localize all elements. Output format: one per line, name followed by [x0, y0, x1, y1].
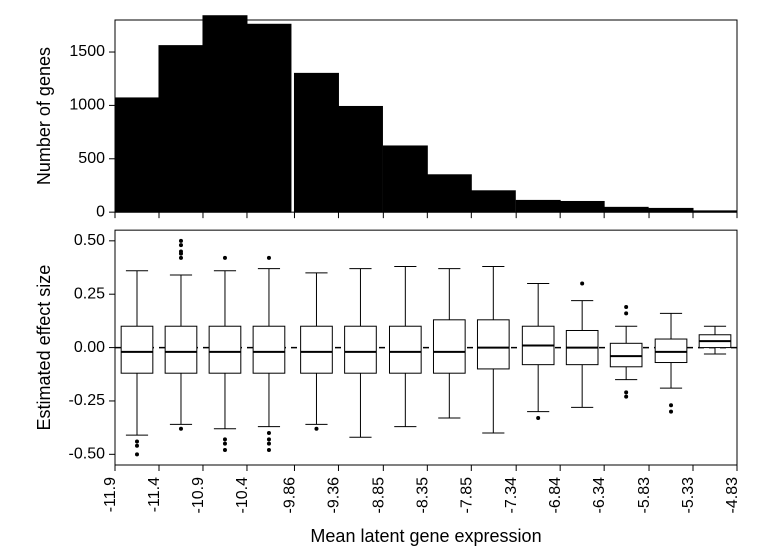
outlier-point [179, 243, 183, 247]
histogram-bar [471, 191, 515, 212]
outlier-point [179, 252, 183, 256]
box [253, 326, 285, 373]
outlier-point [624, 311, 628, 315]
xaxis-label: Mean latent gene expression [310, 526, 541, 546]
xtick-label: -11.4 [146, 477, 163, 512]
histogram-bar [516, 200, 560, 212]
xtick-label: -10.9 [190, 477, 207, 514]
xtick-label: -11.9 [102, 477, 119, 512]
histogram-bar [560, 201, 604, 212]
outlier-point [624, 390, 628, 394]
histogram-bar [427, 175, 471, 212]
outlier-point [267, 437, 271, 441]
outlier-point [223, 448, 227, 452]
xtick-label: -6.34 [591, 477, 608, 514]
box [655, 339, 687, 362]
box [345, 326, 377, 373]
outlier-point [314, 427, 318, 431]
box [121, 326, 153, 373]
outlier-point [267, 442, 271, 446]
box [610, 343, 642, 366]
figure: 0 500 1000 1500 Number of genes -0.50 -0.25 0.0… [0, 0, 782, 560]
xtick-label: -7.85 [458, 477, 475, 514]
outlier-point [267, 431, 271, 435]
outlier-point [223, 442, 227, 446]
outlier-point [179, 239, 183, 243]
xtick-label: -4.83 [724, 477, 741, 514]
histogram-bar [649, 208, 693, 212]
outlier-point [669, 410, 673, 414]
xtick-label: -7.34 [503, 477, 520, 514]
hist-ytick-label: 1500 [69, 43, 105, 60]
outlier-point [267, 256, 271, 260]
hist-ytick-label: 500 [78, 150, 105, 167]
hist-ytick-label: 1000 [69, 97, 105, 114]
xtick-label: -10.4 [234, 477, 251, 514]
chart-svg: 0 500 1000 1500 Number of genes -0.50 -0.25 0.0… [0, 0, 782, 560]
box [433, 320, 465, 373]
box [165, 326, 197, 373]
outlier-point [179, 427, 183, 431]
xtick-label: -8.85 [370, 477, 387, 514]
outlier-point [135, 452, 139, 456]
outlier-point [669, 403, 673, 407]
outlier-point [135, 440, 139, 444]
xtick-label: -8.35 [414, 477, 431, 514]
outlier-point [267, 448, 271, 452]
box-ytick-label: 0.50 [74, 232, 105, 249]
outlier-point [624, 395, 628, 399]
outlier-point [624, 305, 628, 309]
box [209, 326, 241, 373]
xtick-label: -5.83 [636, 477, 653, 514]
hist-ytick-label: 0 [96, 203, 105, 220]
histogram-bar [115, 98, 159, 212]
outlier-point [135, 444, 139, 448]
histogram-bar [294, 73, 338, 212]
outlier-point [179, 256, 183, 260]
xtick-label: -9.86 [281, 477, 298, 514]
box [389, 326, 421, 373]
box-ylabel: Estimated effect size [34, 265, 54, 431]
outlier-point [536, 416, 540, 420]
box-ytick-label: -0.25 [69, 392, 106, 409]
histogram-bar [383, 146, 427, 212]
outlier-point [223, 437, 227, 441]
histogram-bar [604, 207, 648, 212]
histogram-bar [247, 24, 291, 212]
box-ytick-label: 0.00 [74, 339, 105, 356]
xtick-label: -6.84 [547, 477, 564, 514]
histogram-bar [338, 106, 382, 212]
xtick-label: -5.33 [680, 477, 697, 514]
box [477, 320, 509, 369]
outlier-point [223, 256, 227, 260]
outlier-point [580, 282, 584, 286]
box-ytick-label: 0.25 [74, 285, 105, 302]
hist-ylabel: Number of genes [34, 47, 54, 185]
xtick-label: -9.36 [325, 477, 342, 514]
histogram-bar [203, 16, 247, 212]
histogram-bar [159, 46, 203, 213]
box [301, 326, 333, 373]
box-ytick-label: -0.50 [69, 446, 106, 463]
